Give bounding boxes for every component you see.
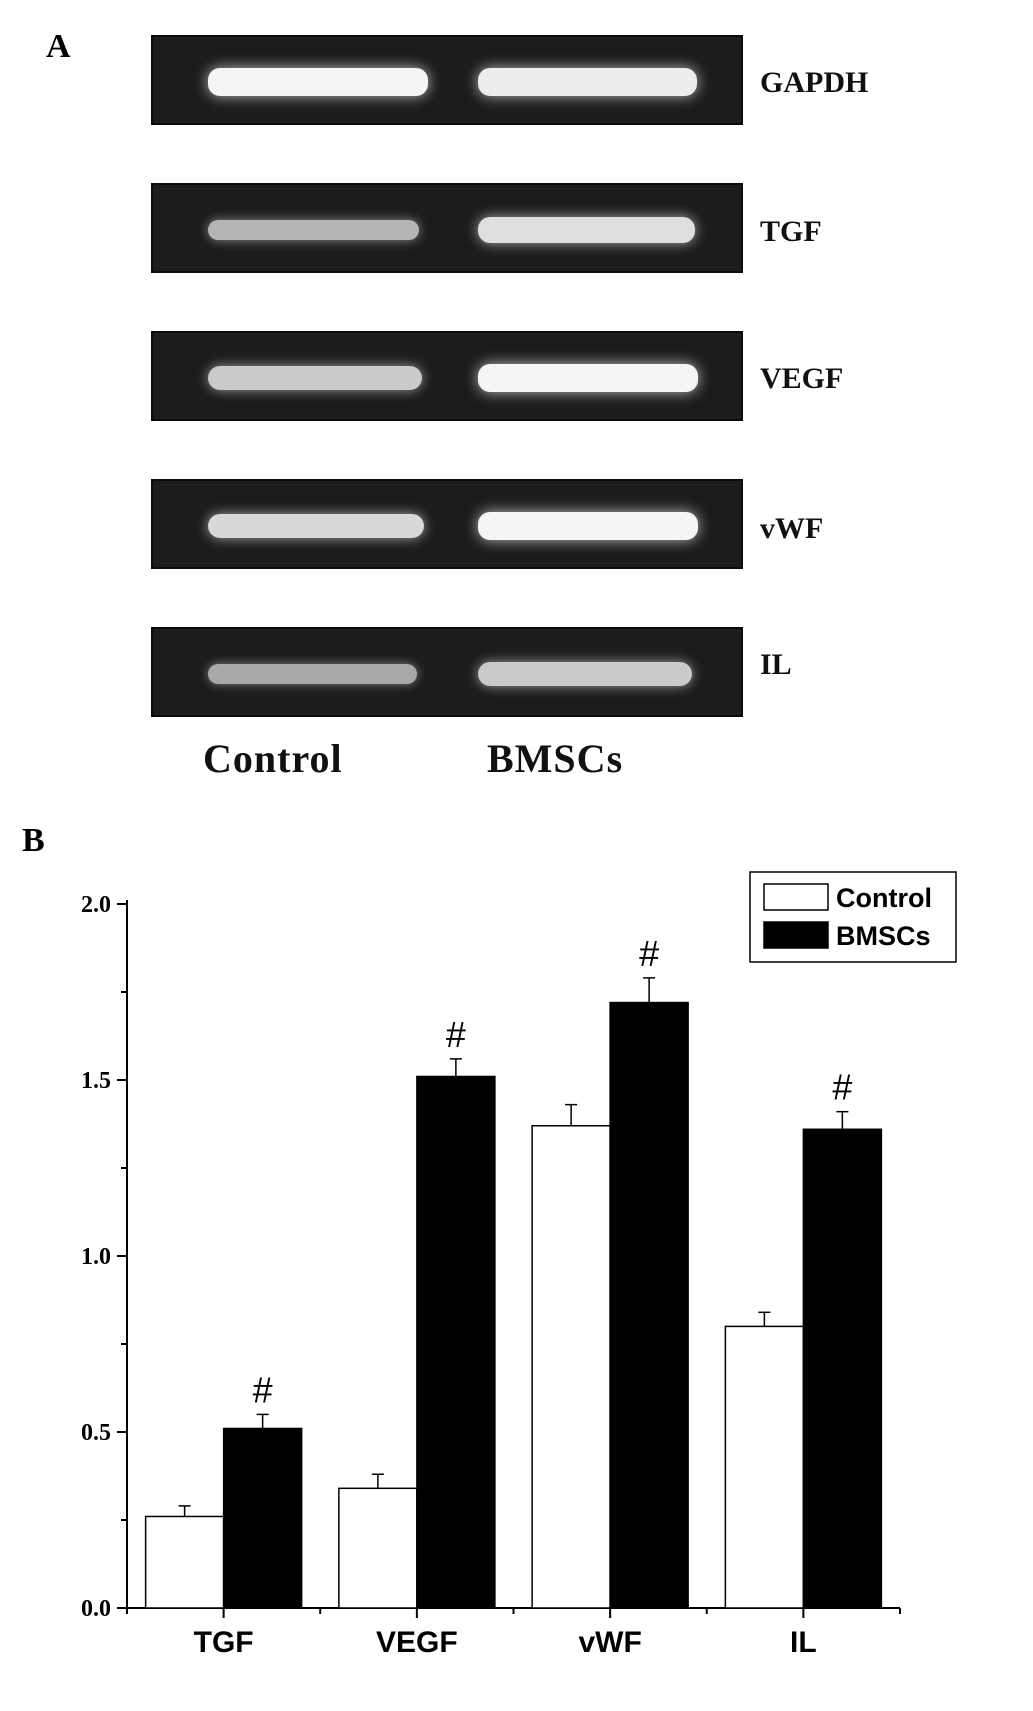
legend-label-control: Control bbox=[836, 883, 932, 913]
y-tick-label: 1.0 bbox=[81, 1244, 111, 1270]
bar-bmscs-vwf bbox=[609, 1001, 689, 1609]
y-tick-label: 1.5 bbox=[81, 1068, 111, 1094]
panel-b-letter: B bbox=[22, 822, 45, 859]
bar-control-il bbox=[724, 1325, 805, 1609]
x-tick-label: VEGF bbox=[376, 1626, 458, 1659]
band-bmscs-vwf bbox=[478, 512, 698, 540]
y-tick-label: 2.0 bbox=[81, 892, 111, 918]
band-control-tgf bbox=[208, 219, 419, 241]
gel-strip-vegf bbox=[151, 331, 743, 421]
x-tick-label: IL bbox=[790, 1626, 817, 1659]
bar-control-vegf bbox=[338, 1487, 418, 1609]
lane-label-bmscs: BMSCs bbox=[487, 736, 624, 781]
lane-label-control: Control bbox=[203, 736, 343, 781]
legend-swatch-bmscs bbox=[763, 921, 829, 949]
band-bmscs-vegf bbox=[478, 364, 698, 392]
significance-marker: # bbox=[253, 1369, 273, 1410]
gel-label-gapdh: GAPDH bbox=[760, 66, 869, 99]
legend-label-bmscs: BMSCs bbox=[836, 921, 931, 951]
bar-control-tgf bbox=[144, 1515, 225, 1609]
gel-label-vwf: vWF bbox=[760, 512, 824, 545]
x-tick-label: vWF bbox=[578, 1626, 641, 1659]
panel-a-letter: A bbox=[46, 28, 71, 65]
gel-strip-tgf bbox=[151, 183, 743, 273]
x-tick-label: TGF bbox=[194, 1626, 254, 1659]
significance-marker: # bbox=[639, 933, 659, 974]
band-control-vwf bbox=[208, 513, 424, 539]
bar-chart: 0.0 0.5 1.0 1.5 2.0 TGF # VEGF # vWF # IL # Control BM… bbox=[81, 871, 957, 1659]
band-control-vegf bbox=[208, 366, 422, 390]
gel-strip-gapdh bbox=[151, 35, 743, 125]
band-control-gapdh bbox=[208, 68, 428, 96]
gel-label-vegf: VEGF bbox=[760, 362, 844, 395]
band-control-il bbox=[208, 664, 417, 684]
bar-bmscs-vegf bbox=[416, 1075, 496, 1609]
legend-swatch-control bbox=[763, 883, 829, 911]
y-tick-label: 0.0 bbox=[81, 1596, 111, 1622]
gel-label-il: IL bbox=[760, 648, 792, 681]
gel-blot-panel: GAPDH TGF VEGF vWF IL bbox=[0, 0, 1033, 790]
y-tick-label: 0.5 bbox=[81, 1420, 111, 1446]
band-bmscs-gapdh bbox=[478, 68, 697, 96]
gel-label-tgf: TGF bbox=[760, 215, 822, 248]
significance-marker: # bbox=[446, 1014, 466, 1055]
significance-marker: # bbox=[832, 1067, 852, 1108]
band-bmscs-il bbox=[478, 662, 692, 686]
bar-bmscs-il bbox=[802, 1128, 883, 1609]
bar-control-vwf bbox=[531, 1125, 611, 1609]
band-bmscs-tgf bbox=[478, 217, 695, 243]
gel-strip-vwf bbox=[151, 479, 743, 569]
gel-strip-il bbox=[151, 627, 743, 717]
bar-bmscs-tgf bbox=[222, 1427, 303, 1609]
